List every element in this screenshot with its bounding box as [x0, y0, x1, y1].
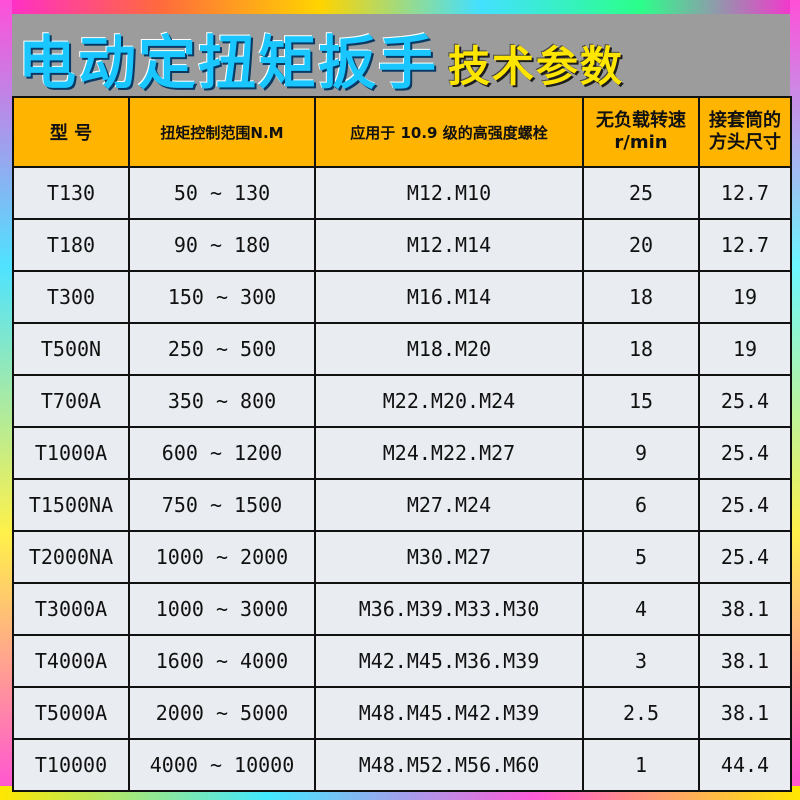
cell-torque-range: 250 ~ 500 — [128, 322, 316, 376]
cell-torque-range: 750 ~ 1500 — [128, 478, 316, 532]
cell-square-drive: 25.4 — [698, 478, 792, 532]
cell-model: T1500NA — [12, 478, 130, 532]
cell-model: T130 — [12, 166, 130, 220]
cell-model: T3000A — [12, 582, 130, 636]
table-row: T2000NA 1000 ~ 2000 M30.M27 5 25.4 — [12, 530, 792, 584]
cell-square-drive: 25.4 — [698, 426, 792, 480]
cell-bolt: M48.M45.M42.M39 — [314, 686, 584, 740]
cell-model: T1000A — [12, 426, 130, 480]
title-sub: 技术参数 — [448, 42, 625, 91]
cell-square-drive: 44.4 — [698, 738, 792, 792]
header-square-drive: 接套筒的 方头尺寸 — [698, 96, 792, 168]
cell-model: T5000A — [12, 686, 130, 740]
header-torque-range: 扭矩控制范围N.M — [128, 96, 316, 168]
table-row: T180 90 ~ 180 M12.M14 20 12.7 — [12, 218, 792, 272]
cell-speed: 4 — [582, 582, 700, 636]
rainbow-border-right — [790, 0, 800, 800]
cell-speed: 15 — [582, 374, 700, 428]
cell-speed: 1 — [582, 738, 700, 792]
cell-bolt: M42.M45.M36.M39 — [314, 634, 584, 688]
header-torque-range-label: 扭矩控制范围N.M — [160, 123, 284, 142]
cell-speed: 3 — [582, 634, 700, 688]
cell-bolt: M22.M20.M24 — [314, 374, 584, 428]
cell-speed: 18 — [582, 270, 700, 324]
cell-square-drive: 12.7 — [698, 166, 792, 220]
cell-speed: 5 — [582, 530, 700, 584]
cell-square-drive: 25.4 — [698, 530, 792, 584]
spec-table: 型 号 扭矩控制范围N.M 应用于 10.9 级的高强度螺栓 无负载转速 r/m… — [12, 96, 792, 792]
cell-bolt: M48.M52.M56.M60 — [314, 738, 584, 792]
cell-speed: 6 — [582, 478, 700, 532]
header-square-line1: 接套筒的 — [709, 109, 781, 131]
cell-model: T10000 — [12, 738, 130, 792]
table-row: T130 50 ~ 130 M12.M10 25 12.7 — [12, 166, 792, 220]
header-model: 型 号 — [12, 96, 130, 168]
table-row: T1000A 600 ~ 1200 M24.M22.M27 9 25.4 — [12, 426, 792, 480]
cell-torque-range: 1000 ~ 3000 — [128, 582, 316, 636]
cell-speed: 20 — [582, 218, 700, 272]
cell-bolt: M16.M14 — [314, 270, 584, 324]
cell-bolt: M27.M24 — [314, 478, 584, 532]
cell-bolt: M12.M14 — [314, 218, 584, 272]
cell-torque-range: 1600 ~ 4000 — [128, 634, 316, 688]
cell-torque-range: 90 ~ 180 — [128, 218, 316, 272]
cell-speed: 18 — [582, 322, 700, 376]
header-model-label: 型 号 — [49, 123, 93, 144]
header-bolt-label: 应用于 10.9 级的高强度螺栓 — [350, 123, 548, 142]
cell-square-drive: 12.7 — [698, 218, 792, 272]
table-row: T3000A 1000 ~ 3000 M36.M39.M33.M30 4 38.… — [12, 582, 792, 636]
rainbow-border-top — [0, 0, 800, 14]
cell-model: T500N — [12, 322, 130, 376]
cell-square-drive: 38.1 — [698, 686, 792, 740]
cell-torque-range: 150 ~ 300 — [128, 270, 316, 324]
table-row: T10000 4000 ~ 10000 M48.M52.M56.M60 1 44… — [12, 738, 792, 792]
cell-square-drive: 38.1 — [698, 634, 792, 688]
header-square-line2: 方头尺寸 — [709, 132, 781, 153]
cell-torque-range: 2000 ~ 5000 — [128, 686, 316, 740]
title-main: 电动定扭矩扳手 — [18, 29, 439, 97]
cell-square-drive: 19 — [698, 270, 792, 324]
table-row: T300 150 ~ 300 M16.M14 18 19 — [12, 270, 792, 324]
cell-bolt: M18.M20 — [314, 322, 584, 376]
rainbow-border-left — [0, 0, 12, 800]
header-speed-line2: r/min — [614, 132, 668, 153]
cell-model: T2000NA — [12, 530, 130, 584]
cell-speed: 2.5 — [582, 686, 700, 740]
cell-square-drive: 38.1 — [698, 582, 792, 636]
cell-torque-range: 4000 ~ 10000 — [128, 738, 316, 792]
cell-model: T300 — [12, 270, 130, 324]
cell-bolt: M36.M39.M33.M30 — [314, 582, 584, 636]
cell-torque-range: 350 ~ 800 — [128, 374, 316, 428]
cell-bolt: M12.M10 — [314, 166, 584, 220]
cell-torque-range: 1000 ~ 2000 — [128, 530, 316, 584]
spec-table-container: 型 号 扭矩控制范围N.M 应用于 10.9 级的高强度螺栓 无负载转速 r/m… — [12, 96, 792, 792]
cell-torque-range: 600 ~ 1200 — [128, 426, 316, 480]
table-header-row: 型 号 扭矩控制范围N.M 应用于 10.9 级的高强度螺栓 无负载转速 r/m… — [12, 96, 792, 168]
cell-bolt: M30.M27 — [314, 530, 584, 584]
cell-model: T180 — [12, 218, 130, 272]
table-row: T500N 250 ~ 500 M18.M20 18 19 — [12, 322, 792, 376]
header-speed: 无负载转速 r/min — [582, 96, 700, 168]
table-row: T700A 350 ~ 800 M22.M20.M24 15 25.4 — [12, 374, 792, 428]
cell-square-drive: 19 — [698, 322, 792, 376]
header-bolt: 应用于 10.9 级的高强度螺栓 — [314, 96, 584, 168]
page-title: 电动定扭矩扳手 技术参数 — [18, 22, 778, 92]
cell-model: T700A — [12, 374, 130, 428]
cell-bolt: M24.M22.M27 — [314, 426, 584, 480]
cell-square-drive: 25.4 — [698, 374, 792, 428]
cell-model: T4000A — [12, 634, 130, 688]
table-row: T1500NA 750 ~ 1500 M27.M24 6 25.4 — [12, 478, 792, 532]
header-speed-line1: 无负载转速 — [596, 109, 686, 131]
cell-speed: 25 — [582, 166, 700, 220]
table-row: T4000A 1600 ~ 4000 M42.M45.M36.M39 3 38.… — [12, 634, 792, 688]
cell-torque-range: 50 ~ 130 — [128, 166, 316, 220]
table-row: T5000A 2000 ~ 5000 M48.M45.M42.M39 2.5 3… — [12, 686, 792, 740]
cell-speed: 9 — [582, 426, 700, 480]
